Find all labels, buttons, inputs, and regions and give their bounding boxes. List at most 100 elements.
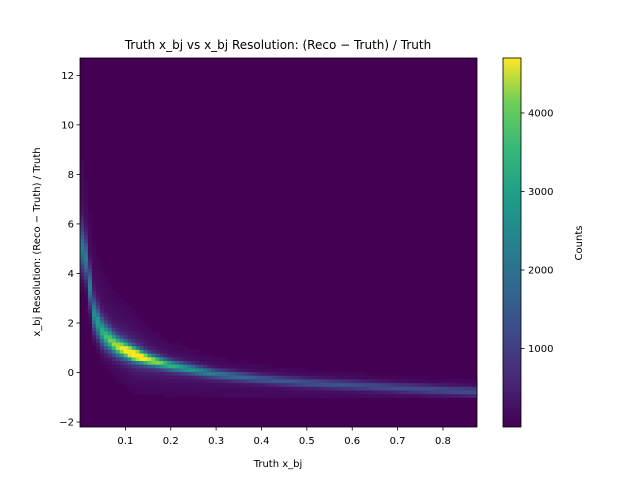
heatmap-cell bbox=[95, 338, 101, 343]
heatmap-cell bbox=[393, 386, 398, 391]
heatmap-cell bbox=[278, 390, 283, 395]
heatmap-cell bbox=[230, 375, 236, 380]
heatmap-cell bbox=[107, 323, 113, 328]
heatmap-cell bbox=[203, 364, 208, 369]
heatmap-cell bbox=[389, 393, 395, 398]
colorbar-gradient bbox=[502, 57, 522, 428]
heatmap-cell bbox=[80, 268, 85, 273]
heatmap-cell bbox=[115, 297, 121, 302]
heatmap-cell bbox=[87, 231, 93, 236]
heatmap-cell bbox=[115, 367, 121, 373]
heatmap-cell bbox=[107, 327, 113, 332]
heatmap-cell bbox=[270, 375, 275, 380]
heatmap-cell bbox=[290, 393, 295, 398]
heatmap-cell bbox=[179, 382, 184, 387]
heatmap-cell bbox=[187, 386, 192, 391]
heatmap-cell bbox=[314, 393, 319, 398]
heatmap-cell bbox=[242, 386, 248, 391]
heatmap-cell bbox=[294, 386, 299, 391]
heatmap-cell bbox=[266, 364, 271, 369]
heatmap-cell bbox=[80, 168, 85, 173]
heatmap-cell bbox=[83, 260, 89, 266]
heatmap-cell bbox=[310, 390, 315, 395]
heatmap-cell bbox=[91, 246, 97, 251]
heatmap-cell bbox=[445, 379, 450, 384]
heatmap-cell bbox=[91, 264, 97, 269]
heatmap-cell bbox=[345, 393, 351, 398]
heatmap-cell bbox=[294, 382, 299, 387]
heatmap-cell bbox=[449, 382, 454, 387]
heatmap-cell bbox=[218, 379, 224, 384]
heatmap-cell bbox=[242, 360, 248, 365]
heatmap-cell bbox=[103, 356, 109, 361]
heatmap-cell bbox=[103, 364, 109, 369]
heatmap-cell bbox=[143, 367, 148, 373]
heatmap-cell bbox=[417, 390, 422, 395]
heatmap-cell bbox=[139, 364, 144, 369]
heatmap-cell bbox=[357, 379, 363, 384]
heatmap-cell bbox=[266, 375, 271, 380]
heatmap-cell bbox=[143, 386, 148, 391]
heatmap-cell bbox=[266, 382, 271, 387]
heatmap-cell bbox=[159, 382, 164, 387]
heatmap-cell bbox=[115, 334, 121, 339]
heatmap-cell bbox=[274, 375, 279, 380]
heatmap-cell bbox=[131, 371, 136, 376]
heatmap-cell bbox=[421, 379, 426, 384]
heatmap-cell bbox=[167, 375, 172, 380]
heatmap-cell bbox=[123, 308, 129, 314]
heatmap-cell bbox=[151, 375, 156, 380]
heatmap-cell bbox=[131, 312, 136, 317]
heatmap-cell bbox=[163, 342, 168, 347]
heatmap-cell bbox=[461, 382, 466, 387]
heatmap-cell bbox=[107, 316, 113, 321]
heatmap-cell bbox=[80, 235, 85, 240]
heatmap-cell bbox=[80, 172, 85, 177]
heatmap-cell bbox=[91, 253, 97, 258]
heatmap-cell bbox=[159, 338, 164, 343]
heatmap-cell bbox=[330, 375, 335, 380]
heatmap-cell bbox=[199, 390, 204, 395]
heatmap-cell bbox=[127, 371, 133, 376]
heatmap-cell bbox=[87, 308, 93, 314]
heatmap-cell bbox=[298, 379, 303, 384]
heatmap-cell bbox=[127, 386, 133, 391]
heatmap-cell bbox=[135, 353, 140, 358]
heatmap-cell bbox=[191, 386, 196, 391]
heatmap-cell bbox=[80, 161, 85, 166]
heatmap-cell bbox=[95, 342, 101, 347]
heatmap-cell bbox=[306, 375, 311, 380]
heatmap-cell bbox=[211, 375, 216, 380]
tick-label: −2 bbox=[59, 418, 74, 429]
heatmap-cell bbox=[175, 367, 180, 373]
heatmap-cell bbox=[270, 390, 275, 395]
heatmap-cell bbox=[131, 345, 136, 350]
heatmap-cell bbox=[187, 390, 192, 395]
heatmap-cell bbox=[457, 390, 462, 395]
heatmap-cell bbox=[322, 379, 327, 384]
heatmap-cell bbox=[298, 382, 303, 387]
heatmap-cell bbox=[282, 393, 287, 398]
heatmap-cell bbox=[361, 375, 367, 380]
heatmap-cell bbox=[87, 290, 93, 295]
heatmap-cell bbox=[119, 334, 125, 339]
heatmap-cell bbox=[183, 379, 188, 384]
heatmap-cell bbox=[214, 375, 220, 380]
heatmap-cell bbox=[242, 367, 248, 373]
heatmap-cell bbox=[226, 390, 232, 395]
tick-label: 4 bbox=[68, 269, 74, 280]
heatmap-cell bbox=[290, 367, 295, 373]
heatmap-cell bbox=[361, 386, 367, 391]
heatmap-cell bbox=[123, 367, 129, 373]
heatmap-cell bbox=[191, 353, 196, 358]
heatmap-cell bbox=[203, 353, 208, 358]
heatmap-cell bbox=[107, 297, 113, 302]
heatmap-cell bbox=[199, 353, 204, 358]
heatmap-cell bbox=[453, 390, 458, 395]
heatmap-cell bbox=[195, 371, 200, 376]
heatmap-cell bbox=[111, 334, 117, 339]
heatmap-cell bbox=[80, 238, 85, 243]
heatmap-cell bbox=[83, 224, 89, 229]
heatmap-cell bbox=[143, 323, 148, 328]
heatmap-cell bbox=[266, 371, 271, 376]
